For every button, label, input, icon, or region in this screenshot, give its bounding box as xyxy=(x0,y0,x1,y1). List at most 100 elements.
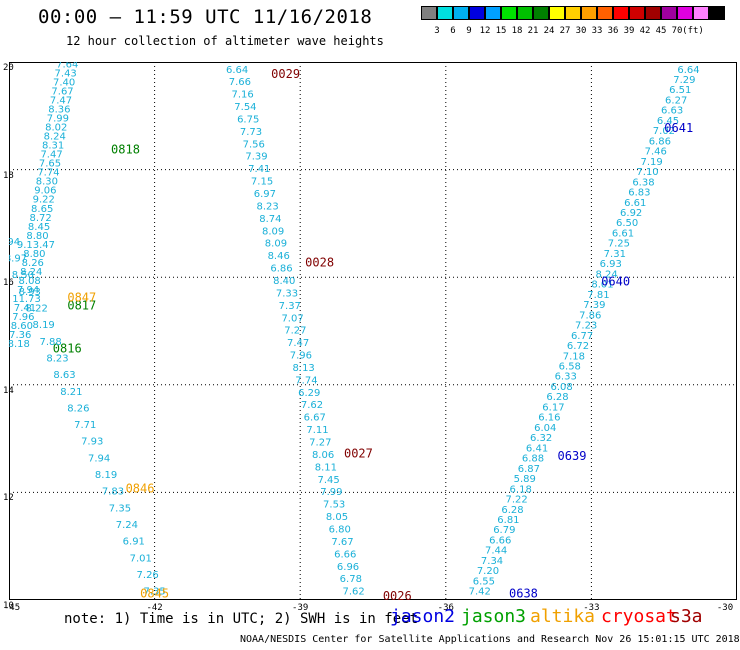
x-tick-label: -42 xyxy=(146,603,163,613)
time-label: 0639 xyxy=(558,449,587,463)
x-tick-label: -33 xyxy=(583,603,600,613)
wave-height-value: 8.22 xyxy=(26,304,48,315)
wave-height-value: 8.09 xyxy=(262,226,284,237)
wave-height-value: 5.89 xyxy=(514,474,536,485)
wave-height-value: 6.80 xyxy=(329,524,351,535)
y-tick-label: 14 xyxy=(3,385,14,396)
wave-height-value: 7.43 xyxy=(55,68,77,79)
scale-label: 3 xyxy=(434,26,440,36)
wave-height-value: 8.08 xyxy=(19,276,41,287)
scale-swatch xyxy=(645,6,661,20)
wave-height-value: 7.67 xyxy=(51,86,73,97)
time-label: 0641 xyxy=(664,121,693,135)
footer-credit: NOAA/NESDIS Center for Satellite Applica… xyxy=(240,634,740,645)
wave-height-value: 8.63 xyxy=(53,370,75,381)
wave-height-value: 7.83 xyxy=(102,487,124,498)
wave-height-value: 6.61 xyxy=(612,228,634,239)
scale-swatch xyxy=(437,6,453,20)
wave-height-value: 7.54 xyxy=(234,102,256,113)
wave-height-value: 7.15 xyxy=(251,177,273,188)
wave-height-value: 6.67 xyxy=(304,413,326,424)
wave-height-value: 8.36 xyxy=(48,105,70,116)
wave-height-value: 8.26 xyxy=(67,403,89,414)
wave-height-value: 7.96 xyxy=(12,312,34,323)
wave-height-value: 7.73 xyxy=(240,127,262,138)
wave-height-value: 6.27 xyxy=(665,95,687,106)
scale-swatch xyxy=(533,6,549,20)
wave-height-value: 6.08 xyxy=(550,382,572,393)
y-tick-label: 10 xyxy=(3,601,14,611)
scale-label: 15 xyxy=(495,26,507,36)
scale-label: 70 xyxy=(671,26,683,36)
scale-swatch xyxy=(565,6,581,20)
wave-height-value: 6.58 xyxy=(559,362,581,373)
wave-height-value: 7.94 xyxy=(88,453,110,464)
time-label: 0028 xyxy=(305,255,334,269)
wave-height-value: 6.50 xyxy=(616,218,638,229)
wave-height-value: 9.22 xyxy=(33,195,55,206)
wave-height-value: 8.94 xyxy=(9,237,20,248)
scale-label: 42 xyxy=(639,26,651,36)
wave-height-value: 7.34 xyxy=(481,556,503,567)
wave-height-value: 8.13 xyxy=(293,363,315,374)
wave-height-value: 6.78 xyxy=(340,574,362,585)
wave-height-value: 6.63 xyxy=(661,106,683,117)
wave-height-value: 8.93 xyxy=(19,287,41,298)
wave-height-value: 6.83 xyxy=(628,188,650,199)
scale-label: (ft) xyxy=(682,26,704,36)
time-label: 0029 xyxy=(271,67,300,81)
wave-height-value: 8.72 xyxy=(29,213,51,224)
wave-height-value: 6.96 xyxy=(337,562,359,573)
time-label: 0640 xyxy=(601,274,630,288)
wave-height-value: 8.97 xyxy=(9,254,27,265)
wave-height-value: 8.46 xyxy=(268,251,290,262)
scale-swatch xyxy=(517,6,533,20)
wave-height-value: 7.47 xyxy=(50,95,72,106)
scale-label: 6 xyxy=(450,26,456,36)
wave-height-value: 7.11 xyxy=(306,425,328,436)
time-label: 0847 xyxy=(67,290,96,304)
wave-height-value: 7.99 xyxy=(320,487,342,498)
wave-height-value: 7.25 xyxy=(608,239,630,250)
wave-height-value: 7.42 xyxy=(469,587,491,598)
wave-height-value: 7.47 xyxy=(287,338,309,349)
wave-height-value: 6.93 xyxy=(600,259,622,270)
wave-height-value: 8.06 xyxy=(312,450,334,461)
wave-height-value: 7.62 xyxy=(301,400,323,411)
wave-height-value: 8.31 xyxy=(42,141,64,152)
wave-height-value: 8.21 xyxy=(60,387,82,398)
wave-height-value: 6.72 xyxy=(567,341,589,352)
wave-height-value: 7.74 xyxy=(37,168,59,179)
wave-height-value: 7.24 xyxy=(116,520,138,531)
scale-swatch xyxy=(581,6,597,20)
scale-swatch xyxy=(597,6,613,20)
scale-swatch xyxy=(549,6,565,20)
time-label: 0817 xyxy=(67,298,96,312)
time-label: 0818 xyxy=(111,142,140,156)
wave-height-value: 7.18 xyxy=(563,351,585,362)
wave-height-value: 7.35 xyxy=(143,587,165,598)
scale-label: 36 xyxy=(607,26,619,36)
wave-height-value: 8.74 xyxy=(259,214,281,225)
wave-height-value: 7.81 xyxy=(587,290,609,301)
wave-height-value: 7.39 xyxy=(583,300,605,311)
scale-label: 12 xyxy=(479,26,491,36)
wave-height-value: 8.02 xyxy=(45,123,67,134)
wave-height-value: 6.97 xyxy=(254,189,276,200)
scale-swatch xyxy=(709,6,725,20)
scale-swatch xyxy=(613,6,629,20)
wave-height-value: 7.27 xyxy=(284,326,306,337)
wave-height-value: 7.96 xyxy=(290,351,312,362)
wave-height-value: 6.66 xyxy=(489,535,511,546)
time-label: 0816 xyxy=(53,342,82,356)
legend-item-s3a: s3a xyxy=(670,606,703,627)
scale-label: 39 xyxy=(623,26,635,36)
wave-height-value: 6.51 xyxy=(669,85,691,96)
x-tick-label: -39 xyxy=(292,603,309,613)
wave-height-value: 7.41 xyxy=(248,164,270,175)
page-subtitle: 12 hour collection of altimeter wave hei… xyxy=(66,34,384,48)
wave-height-value: 7.71 xyxy=(74,420,96,431)
scale-swatch xyxy=(501,6,517,20)
wave-height-value: 7.65 xyxy=(39,159,61,170)
wave-height-value: 6.04 xyxy=(534,423,556,434)
